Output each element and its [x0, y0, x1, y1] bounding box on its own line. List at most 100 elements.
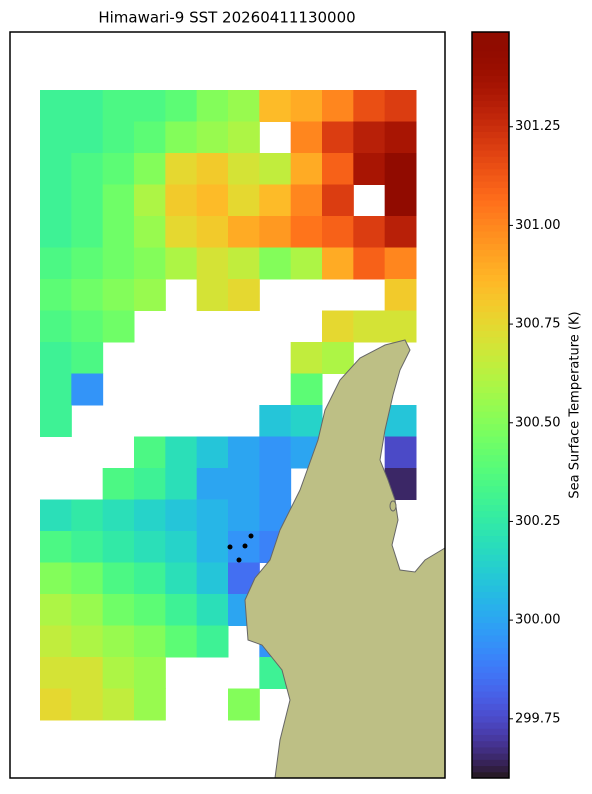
cell — [228, 184, 260, 217]
cell — [228, 216, 260, 248]
cell — [134, 562, 166, 595]
colorbar-segment — [472, 653, 509, 661]
colorbar-segment — [472, 442, 509, 450]
colorbar-segment — [472, 448, 509, 456]
cell — [290, 121, 323, 154]
colorbar-segment — [472, 541, 509, 549]
colorbar-segment — [472, 734, 509, 742]
cell — [259, 216, 292, 248]
cell — [134, 90, 166, 122]
cell — [384, 247, 417, 280]
colorbar-segment — [472, 492, 509, 499]
colorbar-segment — [472, 87, 509, 95]
colorbar-segment — [472, 753, 509, 760]
cell — [290, 373, 323, 406]
marker — [227, 544, 233, 550]
cell — [196, 625, 229, 658]
colorbar-segment — [472, 106, 509, 114]
colorbar-segment — [472, 286, 509, 294]
marker — [242, 543, 248, 549]
cell — [322, 153, 354, 185]
cell — [228, 688, 260, 721]
colorbar-segment — [472, 697, 509, 704]
cell — [71, 279, 104, 311]
colorbar-segment — [472, 187, 509, 195]
cell — [290, 153, 323, 185]
cell — [384, 121, 417, 154]
cell — [353, 153, 386, 185]
cell — [290, 405, 323, 437]
cell — [40, 373, 72, 406]
colorbar-segment — [472, 367, 509, 375]
cell — [40, 625, 72, 658]
cell — [259, 247, 292, 280]
cell — [40, 184, 72, 217]
cell — [134, 279, 166, 311]
cell — [322, 310, 354, 343]
cell — [71, 625, 104, 658]
cell — [228, 153, 260, 185]
cell — [102, 499, 135, 532]
cell — [165, 436, 198, 469]
cell — [353, 121, 386, 154]
colorbar-tick-label: 300.75 — [515, 317, 561, 332]
cell — [134, 531, 166, 563]
cell — [165, 247, 198, 280]
cell — [196, 594, 229, 626]
colorbar-segment — [472, 529, 509, 537]
colorbar-segment — [472, 317, 509, 325]
cell — [322, 216, 354, 248]
colorbar-segment — [472, 635, 509, 642]
cell — [40, 216, 72, 248]
colorbar-segment — [472, 56, 509, 64]
colorbar-segment — [472, 473, 509, 481]
cell — [134, 499, 166, 532]
colorbar-segment — [472, 703, 509, 711]
colorbar-segment — [472, 355, 509, 362]
colorbar-segment — [472, 560, 509, 568]
colorbar-segment — [472, 436, 509, 443]
cell — [384, 184, 417, 217]
colorbar-segment — [472, 572, 509, 580]
cell — [40, 90, 72, 122]
colorbar-segment — [472, 398, 509, 406]
colorbar-segment — [472, 622, 509, 630]
cell — [259, 405, 292, 437]
land — [244, 339, 446, 779]
cell — [71, 499, 104, 532]
colorbar-segment — [472, 125, 509, 132]
colorbar-segment — [472, 324, 509, 331]
cell — [134, 153, 166, 185]
cell — [102, 216, 135, 248]
cell — [40, 121, 72, 154]
marker — [236, 557, 242, 563]
colorbar-segment — [472, 336, 509, 344]
cell — [71, 310, 104, 343]
cell — [322, 184, 354, 217]
cell — [384, 310, 417, 343]
colorbar-segment — [472, 411, 509, 418]
colorbar-segment — [472, 199, 509, 207]
colorbar-segment — [472, 143, 509, 151]
cell — [102, 121, 135, 154]
cell — [71, 373, 104, 406]
colorbar-segment — [472, 715, 509, 723]
cell — [102, 688, 135, 721]
colorbar-segment — [472, 255, 509, 263]
cell — [134, 436, 166, 469]
colorbar-segment — [472, 224, 509, 232]
colorbar-segment — [472, 181, 509, 188]
cell — [102, 594, 135, 626]
cell — [290, 247, 323, 280]
colorbar-segment — [472, 709, 509, 717]
colorbar-segment — [472, 659, 509, 667]
cell — [40, 279, 72, 311]
colorbar-segment — [472, 429, 509, 437]
colorbar-segment — [472, 585, 509, 592]
island — [389, 500, 397, 512]
colorbar-segment — [472, 162, 509, 170]
cell — [40, 594, 72, 626]
colorbar-segment — [472, 50, 509, 58]
cell — [290, 342, 323, 374]
